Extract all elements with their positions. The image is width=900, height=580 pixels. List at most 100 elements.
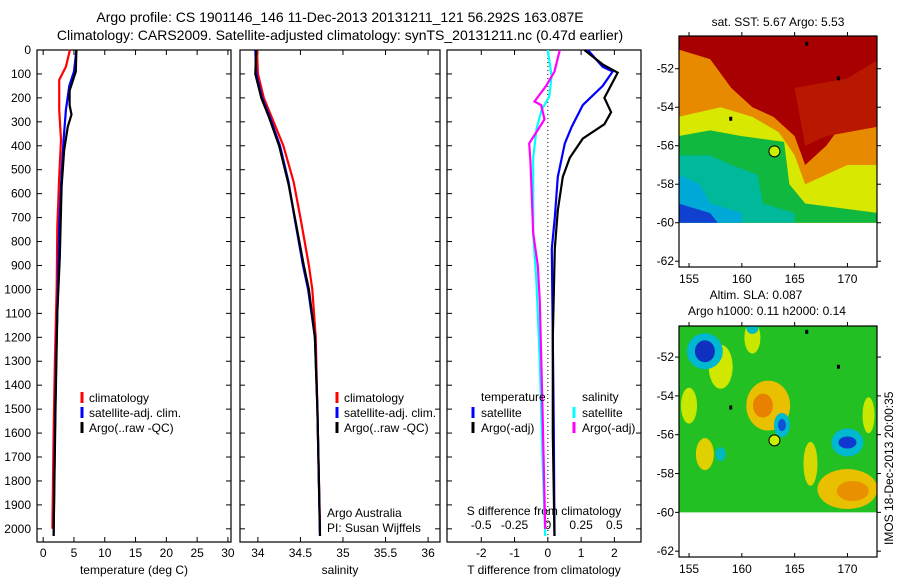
series-line-salinity-argo-adj- (528, 49, 561, 529)
y-tick-label: 500 (11, 163, 31, 177)
lon-tick-label: 170 (837, 562, 857, 576)
x-tick-label: 36 (421, 546, 435, 560)
lat-tick-label: -58 (657, 177, 675, 191)
x-tick-label: -2 (476, 546, 487, 560)
map-blob (836, 481, 869, 501)
y-tick-label: 600 (11, 187, 31, 201)
lat-tick-label: -62 (657, 544, 675, 558)
y-tick-label: 1400 (4, 378, 31, 392)
legend-entry: Argo(..raw -QC) (89, 421, 174, 435)
lat-tick-label: -52 (657, 350, 675, 364)
legend-entry: Argo(-adj) (582, 421, 635, 435)
lat-tick-label: -54 (657, 100, 675, 114)
legend-entry: Argo(..raw -QC) (344, 421, 429, 435)
axes-box (446, 49, 642, 543)
series-line-temperature-satellite (550, 49, 615, 537)
lat-tick-label: -56 (657, 139, 675, 153)
profile-panel-1: 0100200300400500600700800900100011001200… (4, 43, 235, 577)
y-tick-label: 1700 (4, 450, 31, 464)
profile-panel-3: -2 -1 0 1 2 T difference from climatology -0.5… (446, 49, 642, 577)
map-blob (777, 419, 786, 431)
figure-title-line1: Argo profile: CS 1901146_146 11-Dec-2013… (96, 9, 583, 25)
island-marker (729, 405, 733, 410)
x2-tick-label: 0.5 (606, 518, 623, 532)
series-line-satellite-adj-clim- (52, 49, 78, 537)
x-axis-label: salinity (322, 563, 359, 577)
lat-tick-label: -52 (657, 62, 675, 76)
x-axis-label: temperature (deg C) (80, 563, 188, 577)
axes-box (239, 49, 441, 543)
y-tick-label: 900 (11, 258, 31, 272)
y-tick-label: 1300 (4, 354, 31, 368)
x-tick-label: 2 (611, 546, 618, 560)
profile-panel-2: 34 34.5 35 35.5 36 salinity climatologysatelli… (239, 49, 441, 577)
map-blob (715, 447, 726, 462)
x-axis-label: T difference from climatology (467, 563, 621, 577)
x-tick-label: 15 (129, 546, 143, 560)
x-tick-label: 35.5 (374, 546, 398, 560)
imos-timestamp: IMOS 18-Dec-2013 20:00:35 (882, 391, 896, 545)
argo-position-marker (768, 434, 781, 447)
y-tick-label: 1100 (5, 306, 31, 320)
x2-tick-label: -0.5 (471, 518, 492, 532)
map-axes-box (678, 325, 878, 558)
map-blob (803, 441, 818, 486)
x-tick-label: 0 (40, 546, 47, 560)
map-blob (862, 397, 875, 434)
x-tick-label: 25 (190, 546, 204, 560)
figure-title-line2: Climatology: CARS2009. Satellite-adjuste… (57, 27, 623, 43)
x-tick-label: -1 (509, 546, 520, 560)
y-tick-label: 800 (11, 235, 31, 249)
map-blob (694, 340, 715, 363)
map-region (794, 60, 877, 146)
lat-tick-label: -54 (657, 389, 675, 403)
lon-tick-label: 155 (679, 272, 699, 286)
series-line-climatology (255, 49, 322, 529)
map-axes-box (678, 35, 878, 268)
lon-tick-label: 160 (732, 272, 752, 286)
sst-map: 155 160 165 170 -52 -54 -56 -58 -60 -62 sat. SST: … (657, 15, 881, 286)
credit-line1: Argo Australia (327, 506, 402, 520)
map-image (679, 326, 877, 513)
series-line-argo-raw-qc- (254, 49, 322, 537)
x-tick-label: 34.5 (289, 546, 313, 560)
x-tick-label: 5 (71, 546, 78, 560)
legend-entry: satellite-adj. clim. (89, 406, 181, 420)
lat-tick-label: -60 (657, 216, 675, 230)
y-tick-label: 700 (11, 211, 31, 225)
map-title: sat. SST: 5.67 Argo: 5.53 (712, 15, 845, 29)
map-blob (744, 326, 761, 354)
x-tick-label: 35 (336, 546, 350, 560)
x-tick-label: 0 (544, 546, 551, 560)
lat-tick-label: -60 (657, 505, 675, 519)
map-title-line2: Argo h1000: 0.11 h2000: 0.14 (688, 304, 846, 318)
map-title-line1: Altim. SLA: 0.087 (710, 288, 803, 302)
legend-header: temperature (481, 390, 546, 404)
y-tick-label: 1500 (4, 402, 31, 416)
x-tick-label: 34 (251, 546, 265, 560)
map-blob (746, 326, 759, 334)
lat-tick-label: -58 (657, 467, 675, 481)
lon-tick-label: 165 (785, 272, 805, 286)
x2-tick-label: -0.25 (501, 518, 529, 532)
sla-map: 155 160 165 170 -52 -54 -56 -58 -60 -62 Altim. SLA… (657, 288, 881, 576)
y-tick-label: 400 (11, 139, 31, 153)
credit-line2: PI: Susan Wijffels (327, 521, 421, 535)
map-blob (681, 387, 698, 424)
y-tick-label: 2000 (4, 522, 31, 536)
y-tick-label: 0 (24, 43, 31, 57)
x-tick-label: 30 (221, 546, 235, 560)
y-tick-label: 1000 (4, 282, 31, 296)
island-marker (805, 41, 809, 46)
series-line-temperature-argo-adj- (551, 49, 620, 537)
x-tick-label: 20 (160, 546, 174, 560)
series-line-argo-raw-qc- (52, 49, 78, 537)
island-marker (836, 364, 840, 369)
lon-tick-label: 160 (732, 562, 752, 576)
legend-entry: satellite-adj. clim. (344, 406, 436, 420)
y-tick-label: 300 (11, 115, 31, 129)
map-blob (752, 393, 773, 418)
lat-tick-label: -62 (657, 254, 675, 268)
legend-entry: climatology (89, 391, 149, 405)
